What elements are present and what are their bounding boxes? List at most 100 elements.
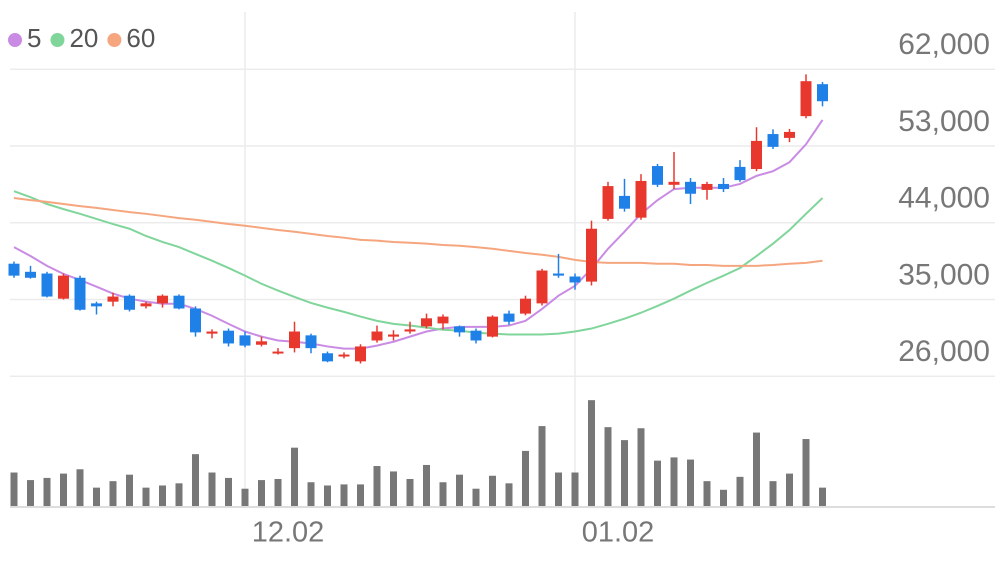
legend-marker [107,33,122,47]
volume-bar [456,474,463,506]
candle-body [41,273,53,297]
volume-bar [76,469,84,506]
y-tick-label: 53,000 [898,105,990,138]
volume-bar [324,485,331,506]
volume-bar [340,484,348,506]
volume-bar [142,487,150,506]
volume-bar [126,474,133,506]
volume-bar [93,487,100,506]
volume-bar [175,483,183,506]
ma-line [13,119,824,350]
candle-body [58,275,69,299]
volume-bar [439,482,447,506]
volume-bar [192,454,199,506]
legend-label: 60 [126,23,155,53]
volume-bar [208,472,216,506]
volume-bar [670,457,678,506]
candle-body [553,273,564,276]
candle-body [190,308,201,333]
candle-body [322,353,333,362]
volume-bar [390,471,397,506]
volume-bar [571,472,579,506]
candle-body [223,330,234,344]
volume-bar [43,477,51,506]
candle-body [602,186,614,219]
legend-marker [50,33,65,47]
candle-body [817,84,828,102]
candle-body [157,295,168,304]
candle-body [784,131,795,138]
volume-bar [753,432,760,506]
candle-body [470,330,482,341]
volume-bar [489,475,496,506]
volume-bar [274,479,282,506]
volume-bar [538,426,546,506]
candle-body [8,263,20,276]
candle-body [140,303,152,307]
x-tick-label: 12.02 [252,517,325,549]
volume-bar [27,480,34,506]
candle-body [25,271,36,278]
volume-bar [60,473,67,506]
volume-bar [291,447,298,506]
candle-body [305,335,317,349]
volume-bar [241,488,249,506]
candle-body [173,295,185,309]
legend-label: 20 [69,23,98,53]
volume-bar [522,450,529,506]
candle-body [718,183,729,190]
candle-body [107,296,119,302]
volume-bar [423,464,430,506]
candle-body [371,331,383,341]
volume-bar [736,476,744,506]
candle-body [124,295,135,310]
volume-bar [406,479,414,506]
candle-body [91,303,102,307]
volume-bar [687,459,694,506]
x-tick-label: 01.02 [582,517,655,549]
volume-bar [357,484,364,506]
volume-bar [703,481,711,506]
candle-body [355,346,366,362]
candle-body [635,180,647,218]
candle-body [520,298,531,314]
candle-body [272,351,284,354]
y-tick-label: 26,000 [898,335,990,368]
candle-body [652,166,663,185]
y-tick-label: 35,000 [898,258,990,291]
volume-bar [802,439,810,506]
volume-bar [555,472,562,506]
volume-bar [109,481,117,506]
legend-marker [8,33,22,47]
candle-body [569,276,581,283]
volume-bar [505,483,513,506]
candle-body [289,331,300,349]
volume-bar [637,428,645,506]
volume-bar [472,488,480,506]
ma-line [13,190,824,336]
volume-bar [654,460,661,506]
candle-body [701,183,713,190]
candle-body [454,326,465,333]
candle-body [751,140,762,170]
candle-body [256,341,267,345]
candle-body [668,181,680,185]
candle-body [388,334,399,337]
candle-body [338,354,350,357]
candle-body [734,166,746,181]
candle-body [685,181,696,194]
candle-body [800,81,812,117]
candle-body [487,316,498,337]
volume-bar [225,477,232,506]
volume-bar [769,481,777,506]
volume-bar [258,480,265,506]
candle-body [404,329,416,332]
y-tick-label: 44,000 [898,182,990,215]
ma-line [13,197,823,267]
volume-bar [307,482,315,506]
candle-body [503,313,515,322]
volume-bar [720,489,727,506]
candle-body [206,331,218,334]
